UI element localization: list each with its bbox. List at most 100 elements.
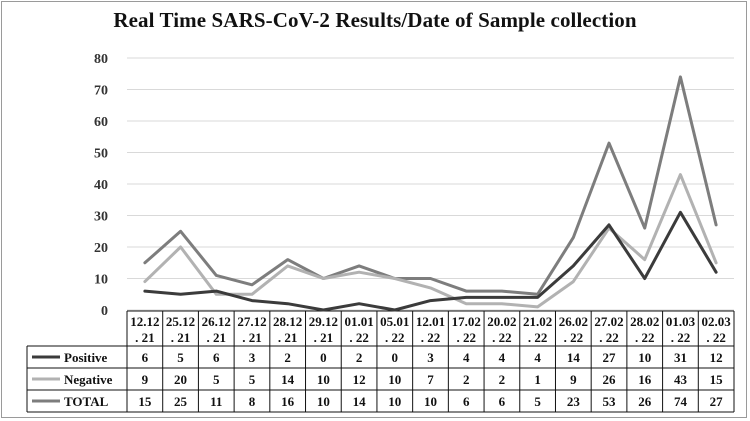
data-value-positive-8: 3 bbox=[427, 350, 434, 365]
x-tick-label-2-line1: 26.12 bbox=[202, 314, 231, 329]
x-tick-label-9-line1: 17.02 bbox=[452, 314, 481, 329]
series-line-positive bbox=[143, 210, 718, 312]
data-value-positive-10: 4 bbox=[499, 350, 506, 365]
x-tick-label-5-line2: . 21 bbox=[314, 330, 334, 345]
data-value-negative-3: 5 bbox=[249, 372, 256, 387]
y-tick-label-10: 10 bbox=[94, 273, 108, 288]
data-value-positive-4: 2 bbox=[284, 350, 291, 365]
data-value-negative-10: 2 bbox=[499, 372, 506, 387]
data-value-negative-5: 10 bbox=[317, 372, 330, 387]
x-tick-label-0-line1: 12.12 bbox=[130, 314, 159, 329]
x-tick-label-13-line1: 27.02 bbox=[594, 314, 623, 329]
x-tick-label-4-line2: . 21 bbox=[278, 330, 298, 345]
data-value-total-14: 26 bbox=[638, 394, 652, 409]
x-tick-label-1-line2: . 21 bbox=[171, 330, 191, 345]
y-tick-label-20: 20 bbox=[94, 241, 108, 256]
data-value-negative-11: 1 bbox=[534, 372, 541, 387]
legend-label-total: TOTAL bbox=[64, 394, 109, 409]
x-tick-label-15-line2: . 22 bbox=[671, 330, 691, 345]
data-value-total-4: 16 bbox=[281, 394, 295, 409]
data-value-total-1: 25 bbox=[174, 394, 188, 409]
x-tick-label-9-line2: . 22 bbox=[456, 330, 476, 345]
data-value-total-9: 6 bbox=[463, 394, 470, 409]
data-value-positive-7: 0 bbox=[392, 350, 399, 365]
data-value-total-5: 10 bbox=[317, 394, 330, 409]
data-value-total-2: 11 bbox=[210, 394, 222, 409]
y-tick-label-50: 50 bbox=[94, 147, 108, 162]
data-value-positive-15: 31 bbox=[674, 350, 687, 365]
x-tick-label-14-line2: . 22 bbox=[635, 330, 655, 345]
y-tick-label-30: 30 bbox=[94, 210, 108, 225]
data-value-positive-6: 2 bbox=[356, 350, 363, 365]
x-tick-label-14-line1: 28.02 bbox=[630, 314, 659, 329]
x-tick-label-6-line2: . 22 bbox=[349, 330, 369, 345]
data-value-positive-16: 12 bbox=[710, 350, 723, 365]
x-tick-label-4-line1: 28.12 bbox=[273, 314, 302, 329]
data-value-total-3: 8 bbox=[249, 394, 256, 409]
data-value-negative-7: 10 bbox=[388, 372, 401, 387]
x-tick-label-10-line2: . 22 bbox=[492, 330, 512, 345]
x-tick-label-3-line1: 27.12 bbox=[237, 314, 266, 329]
x-tick-label-16-line1: 02.03 bbox=[702, 314, 732, 329]
x-tick-label-12-line1: 26.02 bbox=[559, 314, 588, 329]
data-value-negative-2: 5 bbox=[213, 372, 220, 387]
data-value-total-6: 14 bbox=[353, 394, 367, 409]
x-tick-label-7-line1: 05.01 bbox=[380, 314, 409, 329]
data-value-positive-14: 10 bbox=[638, 350, 651, 365]
data-value-total-12: 23 bbox=[567, 394, 581, 409]
data-value-negative-4: 14 bbox=[281, 372, 295, 387]
data-value-total-8: 10 bbox=[424, 394, 437, 409]
legend-label-negative: Negative bbox=[64, 372, 113, 387]
data-value-positive-0: 6 bbox=[142, 350, 149, 365]
data-value-total-10: 6 bbox=[499, 394, 506, 409]
x-tick-label-12-line2: . 22 bbox=[564, 330, 584, 345]
data-value-negative-1: 20 bbox=[174, 372, 187, 387]
data-value-negative-8: 7 bbox=[427, 372, 434, 387]
x-tick-label-15-line1: 01.03 bbox=[666, 314, 696, 329]
data-value-total-7: 10 bbox=[388, 394, 401, 409]
x-tick-label-13-line2: . 22 bbox=[599, 330, 619, 345]
data-value-positive-3: 3 bbox=[249, 350, 256, 365]
x-tick-label-8-line1: 12.01 bbox=[416, 314, 445, 329]
x-tick-label-7-line2: . 22 bbox=[385, 330, 405, 345]
data-value-total-0: 15 bbox=[138, 394, 152, 409]
data-value-positive-12: 14 bbox=[567, 350, 581, 365]
x-tick-label-0-line2: . 21 bbox=[135, 330, 155, 345]
y-tick-label-0: 0 bbox=[101, 304, 108, 319]
data-value-negative-0: 9 bbox=[142, 372, 149, 387]
data-value-positive-11: 4 bbox=[534, 350, 541, 365]
legend-label-positive: Positive bbox=[64, 350, 108, 365]
data-value-positive-2: 6 bbox=[213, 350, 220, 365]
data-value-negative-13: 26 bbox=[603, 372, 617, 387]
data-value-negative-6: 12 bbox=[353, 372, 366, 387]
data-value-negative-15: 43 bbox=[674, 372, 688, 387]
data-value-total-13: 53 bbox=[603, 394, 617, 409]
x-tick-label-16-line2: . 22 bbox=[706, 330, 726, 345]
y-tick-label-40: 40 bbox=[94, 178, 108, 193]
x-tick-label-3-line2: . 21 bbox=[242, 330, 262, 345]
data-value-negative-14: 16 bbox=[638, 372, 652, 387]
x-tick-label-10-line1: 20.02 bbox=[487, 314, 516, 329]
x-tick-label-11-line2: . 22 bbox=[528, 330, 548, 345]
data-value-positive-1: 5 bbox=[177, 350, 184, 365]
data-value-total-15: 74 bbox=[674, 394, 688, 409]
y-tick-label-80: 80 bbox=[94, 52, 108, 67]
data-value-negative-12: 9 bbox=[570, 372, 577, 387]
y-tick-label-60: 60 bbox=[94, 115, 108, 130]
x-tick-label-1-line1: 25.12 bbox=[166, 314, 195, 329]
data-value-positive-9: 4 bbox=[463, 350, 470, 365]
data-value-negative-9: 2 bbox=[463, 372, 470, 387]
data-value-total-16: 27 bbox=[710, 394, 724, 409]
y-tick-label-70: 70 bbox=[94, 84, 108, 99]
series-line-negative bbox=[143, 173, 718, 309]
chart-title: Real Time SARS-CoV-2 Results/Date of Sam… bbox=[113, 8, 637, 32]
x-tick-label-6-line1: 01.01 bbox=[344, 314, 373, 329]
x-tick-label-8-line2: . 22 bbox=[421, 330, 441, 345]
data-value-positive-5: 0 bbox=[320, 350, 327, 365]
data-value-total-11: 5 bbox=[534, 394, 541, 409]
data-value-positive-13: 27 bbox=[603, 350, 617, 365]
series-line-total bbox=[143, 75, 718, 296]
data-value-negative-16: 15 bbox=[710, 372, 724, 387]
